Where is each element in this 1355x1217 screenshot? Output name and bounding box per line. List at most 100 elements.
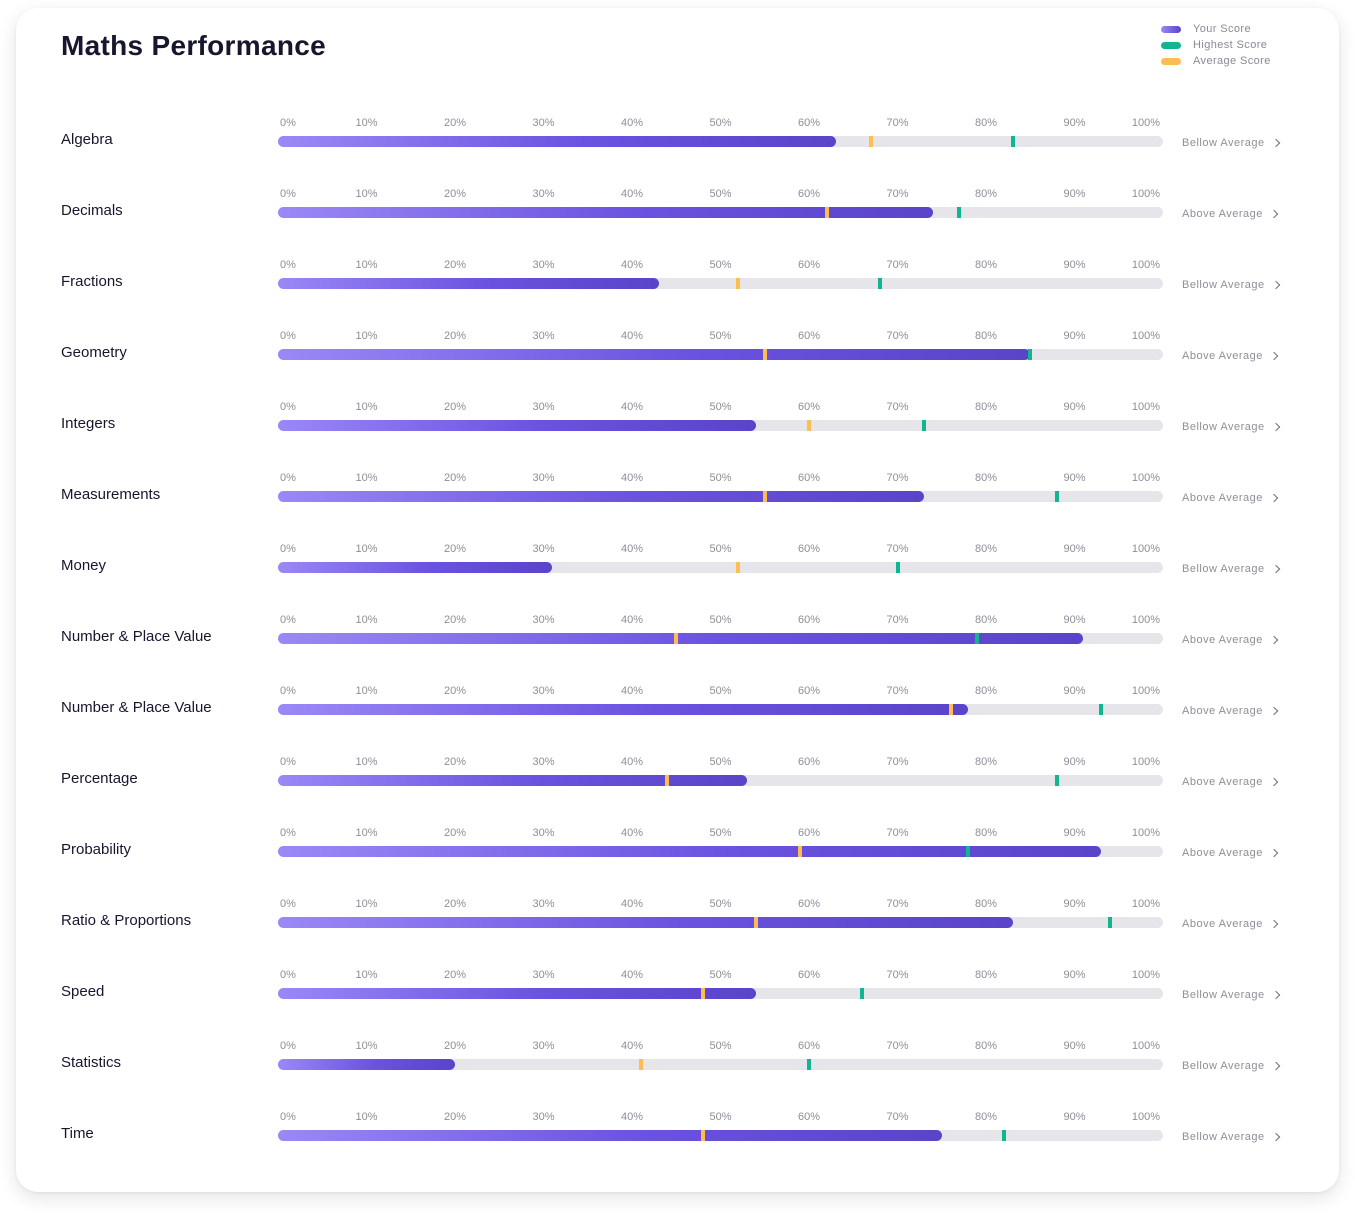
chevron-right-icon: [1271, 422, 1280, 432]
status-link[interactable]: Above Average: [1182, 634, 1279, 646]
topic-label: Ratio & Proportions: [61, 912, 192, 929]
tick-label: 70%: [886, 330, 909, 342]
tick-label: 80%: [974, 969, 998, 981]
tick-label: 30%: [532, 685, 555, 697]
tick-label: 40%: [620, 756, 644, 768]
tick-label: 90%: [1063, 401, 1086, 413]
status-link[interactable]: Bellow Average: [1182, 1131, 1280, 1143]
tick-label: 20%: [443, 401, 467, 413]
tick-label: 60%: [797, 401, 821, 413]
tick-label: 70%: [886, 756, 909, 768]
status-link[interactable]: Above Average: [1182, 705, 1279, 717]
tick-label: 50%: [709, 259, 732, 271]
tick-label: 70%: [886, 259, 909, 271]
legend-swatch-average-score: [1161, 57, 1181, 65]
page-title: Maths Performance: [61, 30, 326, 61]
topic-label: Measurements: [61, 486, 161, 503]
tick-label: 0%: [280, 1040, 296, 1052]
tick-labels: 0% 10% 20% 30% 40% 50% 60% 70% 80% 90% 100%: [278, 969, 1163, 983]
status-link[interactable]: Above Average: [1182, 847, 1279, 859]
tick-label: 60%: [797, 898, 821, 910]
tick-label: 80%: [974, 401, 998, 413]
chevron-right-icon: [1269, 777, 1279, 787]
tick-label: 20%: [443, 188, 467, 200]
tick-label: 80%: [974, 1040, 998, 1052]
tick-label: 20%: [443, 330, 467, 342]
your-score-bar: [278, 1130, 942, 1141]
tick-label: 60%: [797, 1111, 821, 1123]
topic-label: Statistics: [61, 1054, 122, 1071]
tick-labels: 0% 10% 20% 30% 40% 50% 60% 70% 80% 90% 100%: [278, 188, 1163, 202]
status-label: Bellow Average: [1182, 137, 1265, 149]
score-row: Fractions 0% 10% 20% 30% 40% 50% 60% 70% 80% 90% 10…: [16, 254, 1339, 325]
status-link[interactable]: Above Average: [1182, 350, 1279, 362]
tick-label: 50%: [709, 685, 732, 697]
tick-label: 90%: [1063, 330, 1086, 342]
score-row: Probability 0% 10% 20% 30% 40% 50% 60% 70% 80% 90%…: [16, 822, 1339, 893]
tick-label: 0%: [280, 472, 296, 484]
tick-label: 30%: [532, 756, 555, 768]
status-link[interactable]: Bellow Average: [1182, 563, 1280, 575]
status-link[interactable]: Bellow Average: [1182, 1060, 1280, 1072]
tick-label: 50%: [709, 543, 732, 555]
score-row: Number & Place Value 0% 10% 20% 30% 40% 50% 60%…: [16, 680, 1339, 751]
average-score-marker: [948, 704, 953, 715]
your-score-bar: [278, 633, 1084, 644]
average-score-marker: [762, 349, 767, 360]
tick-label: 40%: [620, 1111, 644, 1123]
tick-label: 80%: [974, 330, 998, 342]
score-track: [278, 420, 1163, 431]
highest-score-marker: [1099, 704, 1104, 715]
tick-label: 40%: [620, 827, 644, 839]
tick-label: 30%: [532, 472, 555, 484]
status-link[interactable]: Bellow Average: [1182, 279, 1280, 291]
tick-label: 90%: [1063, 117, 1086, 129]
tick-label: 10%: [355, 898, 378, 910]
highest-score-marker: [1054, 491, 1059, 502]
legend: Your Score Highest Score Average Score: [1161, 21, 1271, 69]
tick-label: 100%: [1131, 756, 1161, 768]
status-link[interactable]: Bellow Average: [1182, 421, 1280, 433]
legend-item-average-score: Average Score: [1161, 53, 1271, 69]
tick-label: 0%: [280, 259, 296, 271]
status-link[interactable]: Above Average: [1182, 776, 1279, 788]
tick-label: 60%: [797, 1040, 821, 1052]
tick-label: 30%: [532, 188, 555, 200]
tick-label: 80%: [974, 188, 998, 200]
score-row: Measurements 0% 10% 20% 30% 40% 50% 60% 70% 80% 90…: [16, 467, 1339, 538]
status-link[interactable]: Bellow Average: [1182, 989, 1280, 1001]
topic-label: Money: [61, 557, 107, 574]
highest-score-marker: [1010, 136, 1015, 147]
tick-label: 10%: [355, 117, 378, 129]
score-track: [278, 136, 1163, 147]
tick-label: 20%: [443, 1111, 467, 1123]
tick-label: 40%: [620, 188, 644, 200]
status-label: Above Average: [1182, 776, 1263, 788]
status-link[interactable]: Above Average: [1182, 208, 1279, 220]
status-link[interactable]: Bellow Average: [1182, 137, 1280, 149]
tick-label: 80%: [974, 259, 998, 271]
tick-label: 100%: [1131, 827, 1161, 839]
highest-score-marker: [975, 633, 980, 644]
tick-label: 60%: [797, 969, 821, 981]
score-track: [278, 917, 1163, 928]
chevron-right-icon: [1269, 209, 1279, 219]
topic-label: Percentage: [61, 770, 138, 787]
chevron-right-icon: [1271, 1132, 1280, 1142]
tick-label: 40%: [620, 969, 644, 981]
tick-label: 50%: [709, 756, 732, 768]
topic-label: Time: [61, 1125, 94, 1142]
status-label: Bellow Average: [1182, 989, 1265, 1001]
status-link[interactable]: Above Average: [1182, 918, 1279, 930]
tick-label: 100%: [1131, 969, 1161, 981]
legend-label: Highest Score: [1193, 39, 1268, 51]
highest-score-marker: [966, 846, 971, 857]
average-score-marker: [762, 491, 767, 502]
tick-label: 0%: [280, 543, 296, 555]
tick-label: 20%: [443, 472, 467, 484]
score-track: [278, 207, 1163, 218]
tick-label: 0%: [280, 756, 296, 768]
status-link[interactable]: Above Average: [1182, 492, 1279, 504]
topic-label: Number & Place Value: [61, 699, 212, 716]
your-score-bar: [278, 704, 969, 715]
